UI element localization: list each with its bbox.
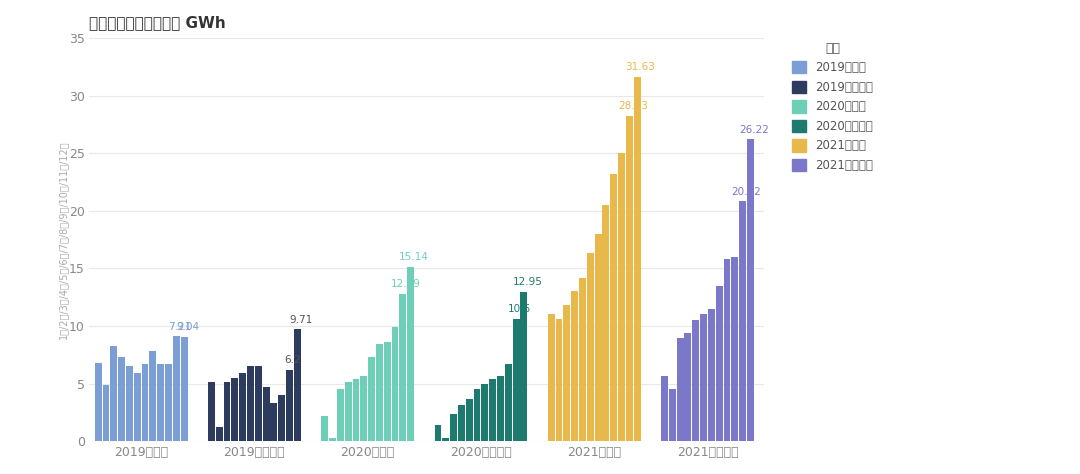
Text: 12.95: 12.95	[512, 277, 542, 287]
Bar	[247, 366, 254, 441]
Bar	[240, 373, 246, 441]
Bar	[724, 259, 730, 441]
Bar	[134, 373, 140, 441]
Bar	[555, 319, 563, 441]
Text: 动力电池月度数据概览 GWh: 动力电池月度数据概览 GWh	[90, 15, 226, 30]
Bar	[747, 139, 754, 441]
Bar	[504, 364, 512, 441]
Bar	[279, 395, 285, 441]
Bar	[489, 379, 496, 441]
Text: 6.2: 6.2	[285, 355, 301, 365]
Bar	[434, 425, 442, 441]
Bar	[603, 205, 609, 441]
Bar	[255, 366, 261, 441]
Text: 15.14: 15.14	[400, 252, 429, 262]
Bar	[103, 385, 109, 441]
Bar	[216, 428, 222, 441]
Bar	[126, 366, 133, 441]
Bar	[286, 370, 293, 441]
Y-axis label: 1月/2月/3月/4月/5月/6月/7月/8月/9月/10月/11月/12月: 1月/2月/3月/4月/5月/6月/7月/8月/9月/10月/11月/12月	[58, 140, 68, 339]
Bar	[450, 413, 457, 441]
Bar	[383, 342, 391, 441]
Bar	[110, 346, 118, 441]
Bar	[173, 337, 179, 441]
Bar	[270, 403, 278, 441]
Bar	[141, 364, 148, 441]
Bar	[482, 383, 488, 441]
Text: 12.79: 12.79	[391, 279, 421, 289]
Bar	[262, 387, 270, 441]
Bar	[571, 292, 578, 441]
Bar	[149, 351, 157, 441]
Text: 7.21: 7.21	[168, 322, 191, 332]
Bar	[473, 389, 481, 441]
Text: 10.6: 10.6	[508, 304, 531, 314]
Bar	[513, 319, 519, 441]
Bar	[361, 375, 367, 441]
Bar	[465, 399, 473, 441]
Bar	[700, 314, 707, 441]
Bar	[739, 201, 746, 441]
Bar	[321, 416, 328, 441]
Bar	[392, 327, 399, 441]
Bar	[634, 77, 640, 441]
Bar	[548, 314, 555, 441]
Bar	[521, 292, 527, 441]
Bar	[564, 305, 570, 441]
Bar	[731, 257, 739, 441]
Bar	[669, 389, 676, 441]
Bar	[368, 357, 375, 441]
Bar	[95, 363, 102, 441]
Text: 31.63: 31.63	[625, 62, 656, 73]
Bar	[661, 375, 667, 441]
Bar	[497, 375, 504, 441]
Bar	[685, 333, 691, 441]
Legend: 2019年产量, 2019年装机量, 2020年产量, 2020年装机量, 2021年产量, 2021年装机量: 2019年产量, 2019年装机量, 2020年产量, 2020年装机量, 20…	[786, 36, 879, 178]
Bar	[224, 383, 230, 441]
Bar	[407, 267, 414, 441]
Bar	[337, 389, 343, 441]
Bar	[352, 379, 360, 441]
Bar	[579, 278, 586, 441]
Bar	[610, 174, 617, 441]
Bar	[626, 116, 633, 441]
Bar	[231, 378, 239, 441]
Bar	[118, 357, 125, 441]
Bar	[677, 337, 684, 441]
Text: 9.71: 9.71	[289, 315, 312, 325]
Bar	[618, 153, 625, 441]
Bar	[595, 234, 602, 441]
Bar	[458, 405, 464, 441]
Text: 9.04: 9.04	[176, 322, 199, 332]
Bar	[443, 438, 449, 441]
Bar	[208, 383, 215, 441]
Bar	[692, 320, 699, 441]
Bar	[158, 364, 164, 441]
Bar	[345, 383, 352, 441]
Text: 20.82: 20.82	[731, 187, 761, 197]
Bar	[400, 294, 406, 441]
Bar	[707, 309, 715, 441]
Bar	[586, 254, 594, 441]
Bar	[180, 337, 188, 441]
Text: 28.23: 28.23	[618, 101, 648, 111]
Bar	[294, 329, 301, 441]
Bar	[165, 364, 172, 441]
Bar	[716, 286, 723, 441]
Text: 26.22: 26.22	[739, 125, 769, 135]
Bar	[376, 345, 382, 441]
Bar	[329, 438, 336, 441]
